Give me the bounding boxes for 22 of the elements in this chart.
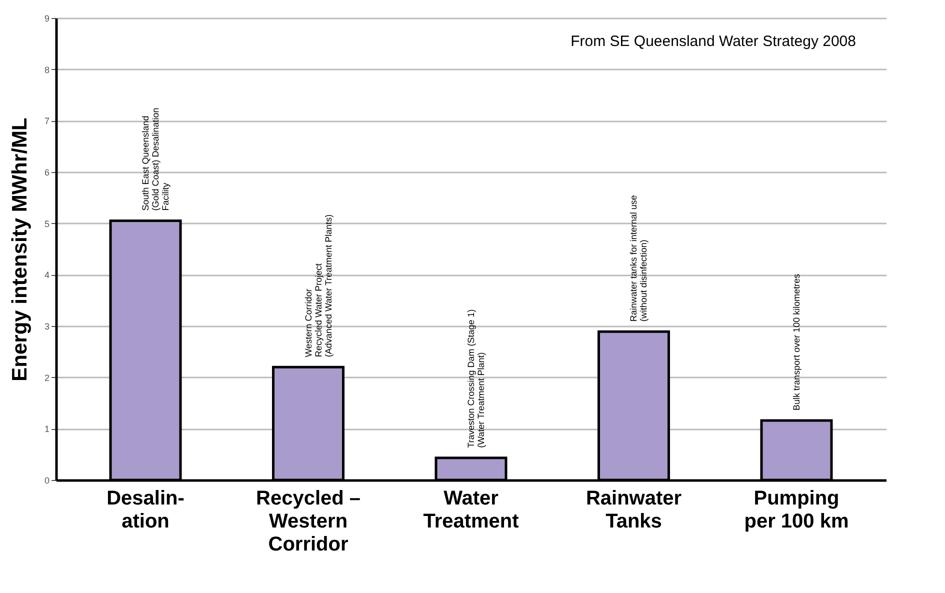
annotation: Traveston Crossing Dam (Stage 1) (Water Treatment Plant): [466, 309, 486, 448]
x-tick-label: Water Treatment: [423, 488, 520, 532]
annotation: Rainwater tanks for internal use (without disinfection): [628, 195, 649, 322]
x-tick-label: Pumping per 100 km: [744, 488, 849, 532]
x-tick-label: Desalin- ation: [106, 488, 184, 532]
y-tick-label: 6: [44, 168, 50, 178]
annotation: From SE Queensland Water Strategy 2008: [570, 33, 856, 50]
x-tick-label: Rainwater Tanks: [586, 488, 682, 532]
y-tick-label: 4: [44, 270, 50, 280]
y-tick-label: 1: [44, 424, 50, 434]
y-tick-label: 0: [44, 476, 50, 486]
annotation: Western Corridor Recycled Water Project (Advanced Water Treatment Plants): [303, 214, 334, 358]
annotation: Bulk transport over 100 kilometres: [791, 273, 802, 410]
y-tick-label: 5: [44, 218, 50, 229]
annotation: South East Queensland (Gold Coast) Desalination Facility: [140, 108, 171, 211]
y-axis-title: Energy intensity MWhr/ML: [8, 117, 32, 382]
y-tick-label: 2: [44, 372, 50, 383]
y-tick-label: 3: [44, 322, 50, 332]
y-tick-label: 8: [44, 64, 50, 75]
y-tick-label: 9: [44, 14, 50, 24]
x-tick-label: Recycled – Western Corridor: [256, 488, 361, 556]
y-tick-label: 7: [44, 116, 50, 126]
